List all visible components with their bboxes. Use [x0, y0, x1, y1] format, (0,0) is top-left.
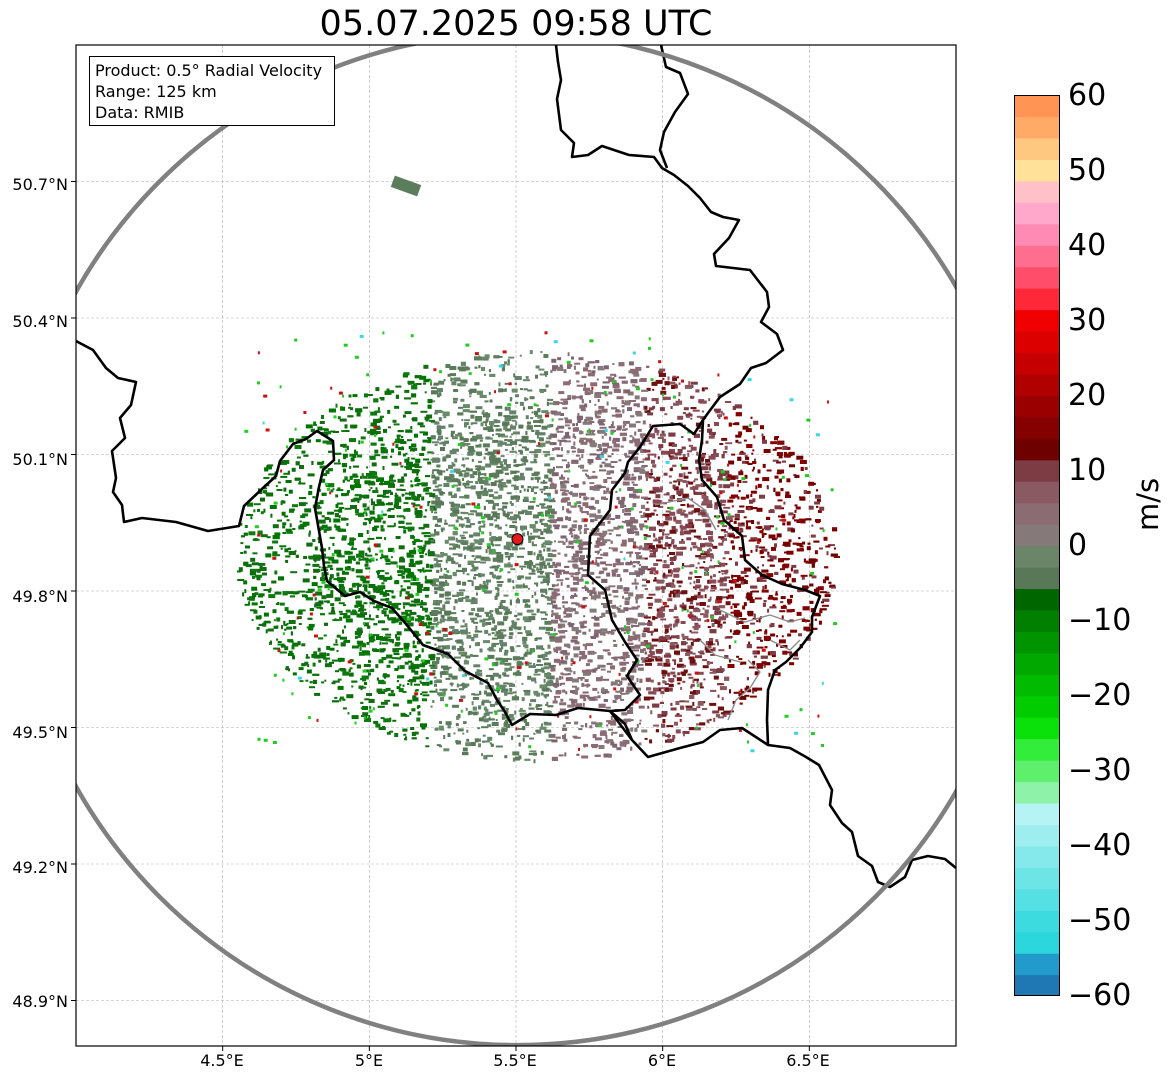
colorbar-segment [1014, 502, 1060, 525]
region-borders-grey [654, 497, 806, 721]
colorbar-segment [1014, 824, 1060, 847]
colorbar-segment [1014, 159, 1060, 182]
colorbar-tick-label: 20 [1068, 378, 1107, 413]
colorbar-segment [1014, 845, 1060, 868]
colorbar-tick-label: −20 [1068, 678, 1132, 713]
colorbar-segment [1014, 760, 1060, 783]
colorbar-segment [1014, 802, 1060, 825]
colorbar-segment [1014, 288, 1060, 311]
colorbar-segment [1014, 953, 1060, 976]
colorbar-segment [1014, 609, 1060, 632]
chart-title: 05.07.2025 09:58 UTC [319, 4, 713, 44]
colorbar-segment [1014, 674, 1060, 697]
range-ring [76, 45, 956, 1046]
colorbar-segment [1014, 910, 1060, 933]
colorbar-segment [1014, 245, 1060, 268]
colorbar-segment [1014, 137, 1060, 160]
country-border-germany-north [658, 45, 690, 169]
colorbar-tick-label: 10 [1068, 453, 1107, 488]
colorbar-segment [1014, 309, 1060, 332]
colorbar-segment [1014, 867, 1060, 890]
colorbar-segment [1014, 781, 1060, 804]
y-tick-label: 49.5°N [12, 723, 68, 742]
colorbar-segment [1014, 459, 1060, 482]
colorbar-segment [1014, 545, 1060, 568]
info-data-source: Data: RMIB [95, 103, 185, 122]
colorbar-segment [1014, 524, 1060, 547]
colorbar-segment [1014, 180, 1060, 203]
colorbar-segment [1014, 566, 1060, 589]
colorbar-segment [1014, 202, 1060, 225]
radar-site-marker [511, 533, 524, 546]
y-tick-label: 49.2°N [12, 858, 68, 877]
colorbar-unit-label: m/s [1131, 477, 1165, 531]
colorbar-segment [1014, 330, 1060, 354]
colorbar-segment [1014, 416, 1060, 439]
colorbar-tick-label: −40 [1068, 828, 1132, 863]
colorbar-segment [1014, 974, 1060, 996]
country-border-germany-belgium [554, 45, 822, 759]
colorbar [1014, 95, 1060, 996]
country-border-germany-france [767, 743, 956, 889]
y-tick-label: 50.7°N [12, 175, 68, 194]
colorbar-segment [1014, 266, 1060, 289]
colorbar-segment [1014, 652, 1060, 675]
colorbar-segment [1014, 931, 1060, 954]
colorbar-segment [1014, 95, 1060, 118]
colorbar-segment [1014, 481, 1060, 504]
colorbar-tick-label: 40 [1068, 228, 1107, 263]
x-tick-label: 5°E [354, 1051, 384, 1070]
region-border-lux-north [608, 710, 634, 741]
colorbar-tick-label: 30 [1068, 303, 1107, 338]
colorbar-segment [1014, 223, 1060, 246]
colorbar-segment [1014, 352, 1060, 375]
x-tick-label: 4.5°E [200, 1051, 244, 1070]
colorbar-tick-label: −30 [1068, 753, 1132, 788]
colorbar-segment [1014, 738, 1060, 761]
colorbar-segment [1014, 717, 1060, 740]
colorbar-segment [1014, 588, 1060, 611]
colorbar-tick-label: −60 [1068, 978, 1132, 1013]
colorbar-tick-label: −50 [1068, 903, 1132, 938]
country-border-lux-east [586, 419, 705, 713]
product-info-box: Product: 0.5° Radial Velocity Range: 125… [89, 56, 335, 126]
colorbar-segment [1014, 695, 1060, 718]
colorbar-segment [1014, 373, 1060, 396]
x-tick-label: 5.5°E [493, 1051, 537, 1070]
colorbar-tick-label: 60 [1068, 78, 1107, 113]
colorbar-segment [1014, 116, 1060, 139]
colorbar-tick-label: 0 [1068, 528, 1088, 563]
y-tick-label: 50.4°N [12, 312, 68, 331]
borders [76, 45, 956, 889]
colorbar-segment [1014, 438, 1060, 461]
country-border-belgium-france [76, 339, 611, 727]
colorbar-frame [1014, 95, 1060, 996]
axis-tick-marks [71, 181, 810, 1051]
y-tick-label: 50.1°N [12, 450, 68, 469]
info-product: Product: 0.5° Radial Velocity [95, 61, 323, 80]
info-range: Range: 125 km [95, 82, 217, 101]
colorbar-segment [1014, 631, 1060, 654]
x-tick-label: 6°E [647, 1051, 677, 1070]
y-tick-label: 49.8°N [12, 587, 68, 606]
colorbar-segment [1014, 395, 1060, 418]
y-tick-label: 48.9°N [12, 992, 68, 1011]
colorbar-tick-label: 50 [1068, 153, 1107, 188]
colorbar-tick-label: −10 [1068, 603, 1132, 638]
colorbar-segment [1014, 888, 1060, 911]
x-tick-label: 6.5°E [786, 1051, 830, 1070]
